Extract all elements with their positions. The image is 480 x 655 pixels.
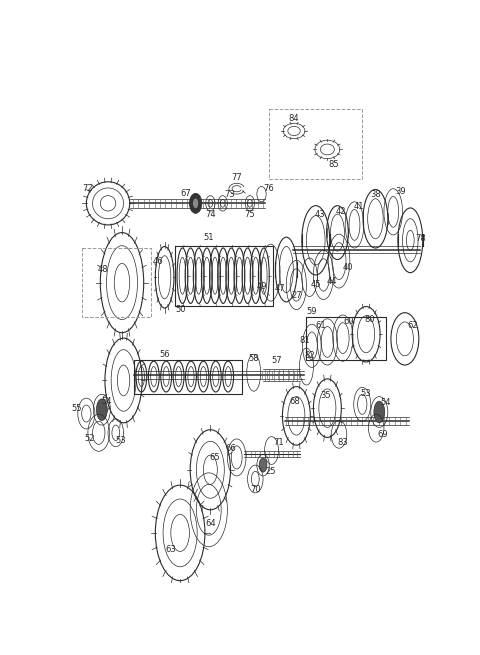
Text: 60: 60 xyxy=(344,318,354,326)
Text: 65: 65 xyxy=(210,453,220,462)
Text: 68: 68 xyxy=(289,397,300,405)
Text: 51: 51 xyxy=(204,233,214,242)
Text: 49: 49 xyxy=(256,282,267,291)
Ellipse shape xyxy=(190,193,202,214)
Text: 83: 83 xyxy=(337,438,348,447)
Text: 25: 25 xyxy=(265,467,276,476)
Text: 43: 43 xyxy=(315,210,326,219)
Text: 73: 73 xyxy=(224,189,235,198)
Text: 66: 66 xyxy=(225,443,236,453)
Text: 27: 27 xyxy=(291,291,302,300)
Text: 62: 62 xyxy=(408,320,418,329)
Text: 58: 58 xyxy=(249,354,259,364)
Ellipse shape xyxy=(192,198,199,209)
Text: 82: 82 xyxy=(304,350,315,360)
Text: 50: 50 xyxy=(175,305,185,314)
Text: 78: 78 xyxy=(416,234,427,243)
Text: 61: 61 xyxy=(316,320,326,329)
Text: 45: 45 xyxy=(311,280,321,289)
Text: 80: 80 xyxy=(365,315,375,324)
Text: 54: 54 xyxy=(380,398,391,407)
Text: 48: 48 xyxy=(98,265,108,274)
Text: 46: 46 xyxy=(153,257,164,265)
Text: 57: 57 xyxy=(272,356,282,365)
Text: 74: 74 xyxy=(205,210,216,219)
Text: 69: 69 xyxy=(377,430,388,439)
Text: 55: 55 xyxy=(72,403,82,413)
Text: 38: 38 xyxy=(370,191,381,199)
Text: 40: 40 xyxy=(343,263,354,272)
Text: 63: 63 xyxy=(166,546,176,554)
Text: 59: 59 xyxy=(307,307,317,316)
Text: 64: 64 xyxy=(206,519,216,528)
Ellipse shape xyxy=(259,458,267,472)
Text: 41: 41 xyxy=(353,202,364,211)
Text: 53: 53 xyxy=(360,389,371,398)
Text: 81: 81 xyxy=(300,336,310,345)
Text: 42: 42 xyxy=(336,206,347,215)
Text: 77: 77 xyxy=(231,174,242,183)
Text: 72: 72 xyxy=(82,184,93,193)
Text: 44: 44 xyxy=(327,277,337,286)
Text: 35: 35 xyxy=(321,390,331,400)
Text: 39: 39 xyxy=(396,187,406,196)
Text: 76: 76 xyxy=(263,184,274,193)
Text: 75: 75 xyxy=(245,210,255,219)
Text: 84: 84 xyxy=(289,114,300,123)
Ellipse shape xyxy=(96,399,107,421)
Text: 56: 56 xyxy=(159,350,170,359)
Text: 67: 67 xyxy=(180,189,191,198)
Text: 52: 52 xyxy=(84,434,95,443)
Text: 54: 54 xyxy=(101,398,112,407)
Text: 85: 85 xyxy=(328,160,339,170)
Text: 70: 70 xyxy=(251,485,262,495)
Ellipse shape xyxy=(374,402,385,422)
Text: 71: 71 xyxy=(273,438,284,447)
Text: 53: 53 xyxy=(115,436,126,445)
Text: 47: 47 xyxy=(275,284,286,293)
